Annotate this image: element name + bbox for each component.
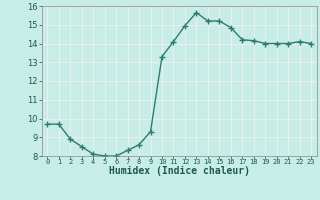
X-axis label: Humidex (Indice chaleur): Humidex (Indice chaleur) <box>109 166 250 176</box>
